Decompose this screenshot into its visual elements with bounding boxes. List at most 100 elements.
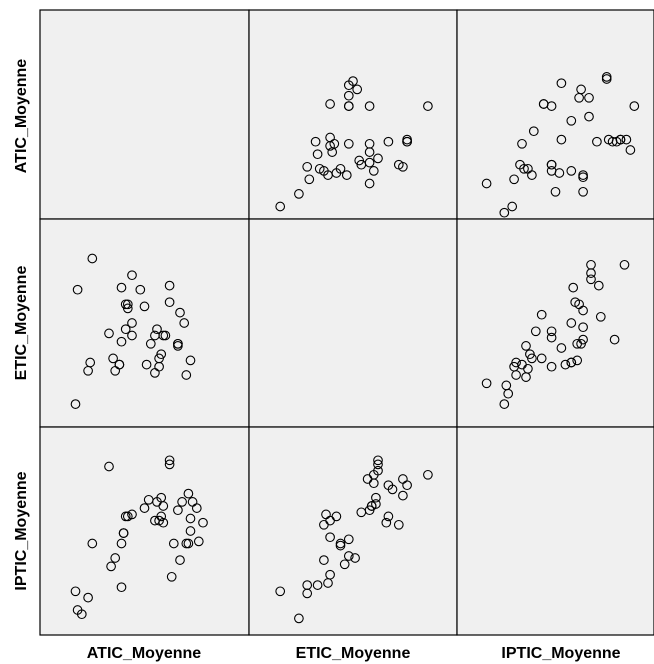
data-point: [181, 370, 192, 380]
data-point: [556, 78, 567, 89]
data-point: [327, 147, 338, 157]
data-point: [275, 201, 286, 212]
data-point: [104, 328, 114, 339]
data-point: [364, 101, 375, 111]
data-point: [402, 134, 412, 145]
data-point: [530, 326, 541, 337]
data-point: [183, 538, 194, 549]
data-point: [127, 509, 137, 520]
data-point: [373, 455, 383, 466]
data-point: [568, 282, 579, 293]
data-point: [584, 92, 594, 103]
data-point: [335, 540, 346, 551]
data-point: [116, 538, 127, 549]
data-point: [87, 253, 98, 264]
data-point: [116, 282, 127, 293]
data-point: [141, 359, 152, 370]
data-point: [398, 490, 408, 501]
data-point: [556, 134, 567, 145]
data-point: [312, 149, 323, 160]
data-point: [615, 134, 626, 145]
data-point: [122, 303, 133, 314]
data-point: [160, 330, 171, 341]
data-point: [70, 399, 81, 409]
data-point: [164, 455, 175, 466]
data-point: [175, 307, 185, 318]
data-point: [191, 503, 202, 513]
column-label-3: IPTIC_Moyenne: [501, 645, 620, 662]
data-point: [621, 134, 632, 145]
data-point: [556, 343, 567, 353]
data-point: [350, 553, 360, 563]
data-point: [164, 459, 175, 470]
data-point: [619, 259, 630, 270]
data-point: [343, 534, 354, 545]
data-point: [156, 511, 167, 522]
data-point: [127, 330, 137, 341]
data-point: [304, 174, 315, 185]
data-point: [584, 111, 594, 122]
data-point: [629, 101, 640, 111]
data-point: [173, 338, 183, 349]
data-point: [586, 274, 596, 285]
data-point: [198, 517, 208, 528]
data-point: [546, 332, 557, 343]
data-point: [139, 503, 150, 513]
data-point: [177, 497, 187, 507]
data-point: [373, 459, 383, 470]
data-point: [70, 586, 81, 597]
data-point: [566, 166, 577, 176]
data-point: [566, 318, 577, 328]
data-point: [499, 207, 510, 218]
panel-ATIC_Moyenne-vs-ETIC_Moyenne: [248, 9, 458, 220]
data-point: [294, 613, 304, 624]
data-point: [179, 318, 190, 328]
data-point: [517, 138, 527, 149]
data-point: [546, 326, 557, 337]
data-point: [85, 357, 96, 368]
data-point: [578, 186, 588, 197]
data-point: [76, 609, 87, 620]
data-point: [156, 349, 167, 360]
data-point: [519, 163, 529, 174]
data-point: [185, 526, 196, 536]
data-point: [566, 357, 577, 368]
data-point: [601, 72, 612, 82]
data-point: [173, 505, 183, 516]
data-point: [116, 336, 127, 347]
data-point: [364, 178, 375, 189]
panel-ATIC_Moyenne-vs-IPTIC_Moyenne: [456, 9, 654, 220]
data-point: [609, 334, 620, 345]
data-point: [387, 484, 398, 495]
data-point: [116, 582, 127, 593]
data-point: [371, 499, 381, 509]
data-point: [294, 189, 304, 199]
data-point: [503, 388, 514, 399]
data-point: [335, 163, 346, 174]
data-point: [343, 551, 354, 561]
data-point: [343, 90, 354, 101]
data-point: [528, 126, 539, 137]
data-point: [310, 136, 321, 147]
data-point: [402, 480, 412, 491]
data-point: [576, 84, 586, 95]
data-point: [135, 284, 146, 295]
panel-IPTIC_Moyenne-vs-ATIC_Moyenne: [39, 426, 250, 636]
data-point: [423, 469, 433, 480]
data-point: [158, 517, 169, 528]
data-point: [152, 324, 162, 335]
data-point: [108, 353, 118, 364]
data-point: [158, 501, 169, 511]
data-point: [499, 399, 510, 409]
data-point: [364, 157, 375, 168]
data-point: [521, 341, 531, 351]
data-point: [578, 170, 588, 180]
data-point: [110, 553, 121, 563]
data-point: [509, 174, 519, 185]
data-point: [175, 555, 185, 565]
row-label-3: IPTIC_Moyenne: [13, 471, 30, 590]
data-point: [595, 311, 606, 322]
data-point: [511, 357, 521, 368]
data-point: [481, 178, 492, 189]
